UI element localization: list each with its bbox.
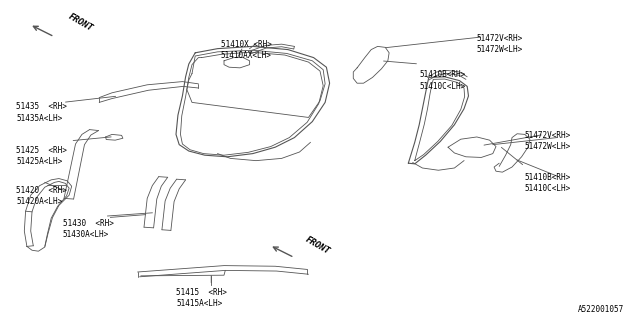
Text: FRONT: FRONT bbox=[304, 235, 332, 256]
Text: 51420  <RH>
51420A<LH>: 51420 <RH> 51420A<LH> bbox=[16, 186, 67, 206]
Text: 51410B<RH>
51410C<LH>: 51410B<RH> 51410C<LH> bbox=[525, 173, 571, 193]
Text: 51430  <RH>
51430A<LH>: 51430 <RH> 51430A<LH> bbox=[63, 219, 113, 239]
Text: 51410X <RH>
51410AX<LH>: 51410X <RH> 51410AX<LH> bbox=[221, 40, 271, 60]
Text: 51425  <RH>
51425A<LH>: 51425 <RH> 51425A<LH> bbox=[16, 146, 67, 166]
Text: 51472V<RH>
51472W<LH>: 51472V<RH> 51472W<LH> bbox=[477, 34, 523, 54]
Text: 51415  <RH>
51415A<LH>: 51415 <RH> 51415A<LH> bbox=[176, 288, 227, 308]
Text: 51435  <RH>
51435A<LH>: 51435 <RH> 51435A<LH> bbox=[16, 102, 67, 123]
Text: 51410B<RH>
51410C<LH>: 51410B<RH> 51410C<LH> bbox=[419, 70, 465, 91]
Text: 51472V<RH>
51472W<LH>: 51472V<RH> 51472W<LH> bbox=[525, 131, 571, 151]
Text: A522001057: A522001057 bbox=[578, 305, 624, 314]
Text: FRONT: FRONT bbox=[67, 12, 95, 34]
